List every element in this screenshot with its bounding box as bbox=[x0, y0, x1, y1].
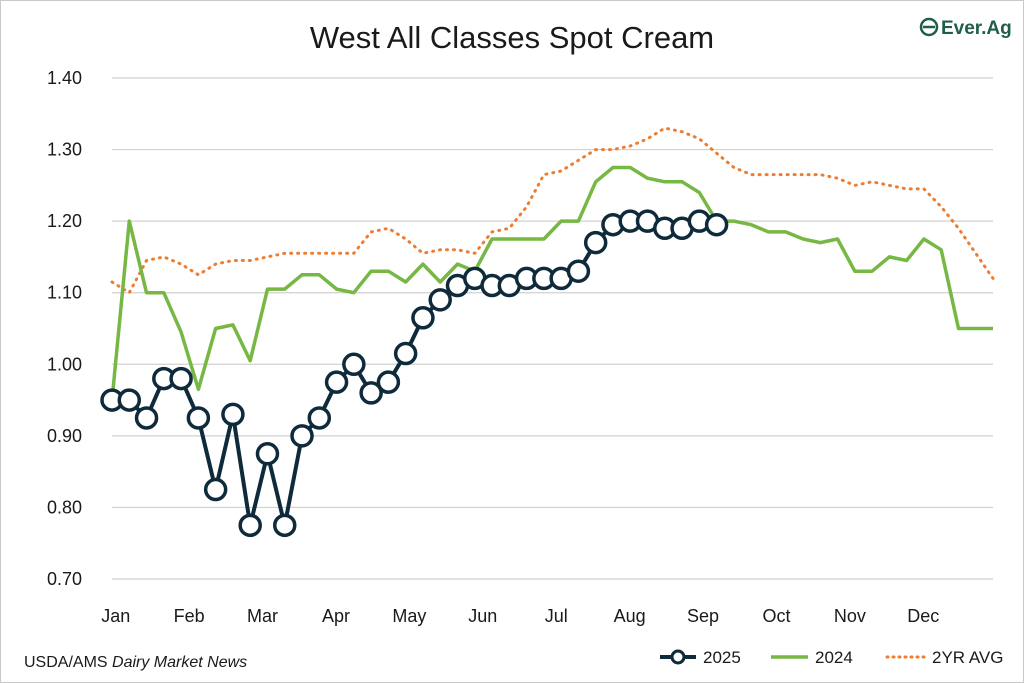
y-tick-label: 0.90 bbox=[47, 426, 82, 446]
logo-text: Ever.Ag bbox=[941, 18, 1012, 39]
data-point-2025 bbox=[134, 406, 159, 430]
y-tick-label: 0.80 bbox=[47, 497, 82, 517]
legend-label-2025: 2025 bbox=[703, 648, 741, 667]
x-tick-label: Feb bbox=[174, 606, 205, 626]
series-line-2024 bbox=[110, 165, 993, 401]
y-tick-label: 1.10 bbox=[47, 283, 82, 303]
x-axis-ticks: Jan Feb Mar Apr May Jun Jul Aug Sep Oct Nov Dec bbox=[101, 606, 939, 626]
x-tick-label: Mar bbox=[247, 606, 278, 626]
data-point-2025 bbox=[272, 513, 297, 538]
data-point-2025 bbox=[428, 288, 452, 312]
chart-title: West All Classes Spot Cream bbox=[310, 20, 714, 55]
series-layer bbox=[100, 126, 995, 538]
legend-item-2025: 2025 bbox=[660, 648, 741, 667]
legend-item-2yr-avg: 2YR AVG bbox=[885, 648, 1004, 667]
data-point-2025 bbox=[704, 212, 729, 237]
source-prefix: USDA/AMS bbox=[24, 654, 112, 671]
data-point-2025 bbox=[411, 306, 435, 330]
source-publication: Dairy Market News bbox=[112, 654, 247, 671]
legend-item-2024: 2024 bbox=[771, 648, 853, 667]
x-tick-label: Nov bbox=[834, 606, 866, 626]
x-tick-label: Sep bbox=[687, 606, 719, 626]
data-point-2025 bbox=[238, 513, 262, 538]
source-note: USDA/AMS Dairy Market News bbox=[24, 654, 247, 671]
x-tick-label: Jul bbox=[545, 606, 568, 626]
x-tick-label: Jan bbox=[101, 606, 130, 626]
ever-ag-logo-icon bbox=[919, 17, 939, 37]
y-tick-label: 0.70 bbox=[47, 569, 82, 589]
legend-label-2024: 2024 bbox=[815, 648, 853, 667]
data-point-2025 bbox=[566, 259, 591, 283]
y-tick-label: 1.30 bbox=[47, 140, 82, 160]
y-tick-label: 1.20 bbox=[47, 211, 82, 231]
data-point-2025 bbox=[583, 230, 608, 255]
data-point-2025 bbox=[290, 424, 314, 448]
data-point-2025 bbox=[221, 402, 245, 427]
legend-label-2yr-avg: 2YR AVG bbox=[932, 648, 1004, 667]
y-axis-ticks: 0.70 0.80 0.90 1.00 1.10 1.20 1.30 1.40 bbox=[47, 68, 82, 589]
data-point-2025 bbox=[186, 406, 211, 430]
data-point-2025 bbox=[359, 381, 383, 405]
x-tick-label: Jun bbox=[468, 606, 497, 626]
x-tick-label: May bbox=[392, 606, 426, 626]
legend: 2025 2024 2YR AVG bbox=[660, 648, 1004, 667]
data-point-2025 bbox=[307, 406, 332, 430]
x-tick-label: Apr bbox=[322, 606, 350, 626]
data-point-2025 bbox=[255, 442, 280, 466]
y-tick-label: 1.40 bbox=[47, 68, 82, 88]
data-point-2025 bbox=[342, 352, 366, 377]
data-point-2025 bbox=[393, 341, 418, 366]
data-point-2025 bbox=[117, 388, 142, 412]
x-tick-label: Oct bbox=[762, 606, 790, 626]
y-tick-label: 1.00 bbox=[47, 354, 82, 374]
series-line-2yr-avg bbox=[110, 126, 995, 295]
data-point-2025 bbox=[169, 366, 193, 391]
data-point-2025 bbox=[203, 477, 228, 502]
x-tick-label: Aug bbox=[614, 606, 646, 626]
data-point-2025 bbox=[324, 370, 349, 394]
logo: Ever.Ag bbox=[919, 17, 1012, 39]
x-tick-label: Dec bbox=[907, 606, 939, 626]
gridlines bbox=[112, 77, 993, 580]
data-point-2025 bbox=[376, 370, 401, 394]
